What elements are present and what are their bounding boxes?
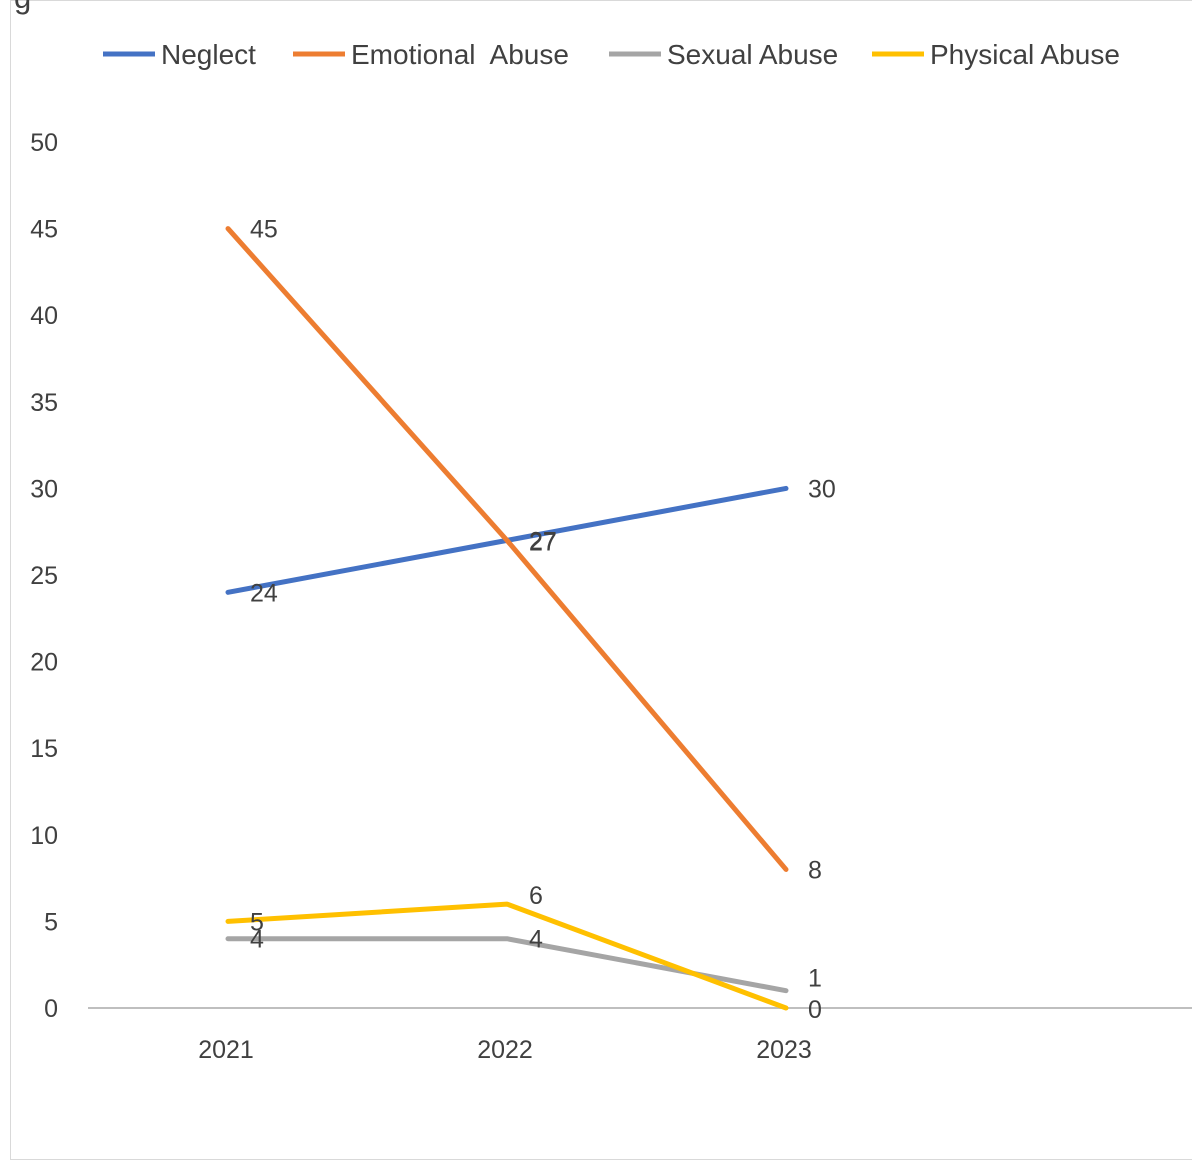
data-label: 1 [808, 965, 822, 993]
y-tick-label: 40 [30, 302, 58, 330]
y-tick-label: 10 [30, 822, 58, 850]
y-tick-label: 20 [30, 649, 58, 677]
legend-item-sexual-abuse: Sexual Abuse [609, 39, 838, 70]
series-line-emotional-abuse [225, 226, 789, 872]
data-label: 4 [529, 926, 543, 954]
series-line-sexual-abuse [225, 936, 789, 994]
legend-label: Neglect [161, 39, 256, 70]
legend-label: Physical Abuse [930, 39, 1120, 70]
legend-item-emotional-abuse: Emotional Abuse [293, 39, 569, 70]
data-label: 27 [529, 527, 557, 555]
legend-item-physical-abuse: Physical Abuse [872, 39, 1120, 70]
series-lines [225, 226, 789, 1011]
series-line-physical-abuse [225, 901, 789, 1011]
legend: Neglect Emotional Abuse Sexual Abuse Physic… [103, 39, 1120, 70]
data-label: 24 [250, 579, 278, 607]
data-label: 0 [808, 996, 822, 1024]
legend-item-neglect: Neglect [103, 39, 256, 70]
data-label: 8 [808, 856, 822, 884]
data-label: 5 [250, 908, 264, 936]
title-fragment: g [14, 0, 31, 15]
data-label: 4 [250, 926, 264, 954]
y-tick-label: 30 [30, 475, 58, 503]
y-tick-label: 35 [30, 389, 58, 417]
data-label: 30 [808, 475, 836, 503]
data-label: 6 [529, 882, 543, 910]
y-tick-label: 5 [44, 908, 58, 936]
legend-label: Sexual Abuse [667, 39, 838, 70]
data-label: 27 [529, 528, 557, 556]
x-tick-label: 2023 [756, 1036, 812, 1064]
x-tick-label: 2021 [198, 1036, 254, 1064]
legend-label: Emotional Abuse [351, 39, 569, 70]
data-label: 45 [250, 216, 278, 244]
line-chart: g Neglect Emotional Abuse Sexual Abuse Phys… [14, 0, 1192, 1064]
x-tick-label: 2022 [477, 1036, 533, 1064]
y-tick-label: 0 [44, 995, 58, 1023]
y-tick-label: 50 [30, 129, 58, 157]
chart-title-clipped: g [14, 0, 31, 15]
y-tick-label: 25 [30, 562, 58, 590]
y-tick-label: 15 [30, 735, 58, 763]
y-tick-label: 45 [30, 216, 58, 244]
